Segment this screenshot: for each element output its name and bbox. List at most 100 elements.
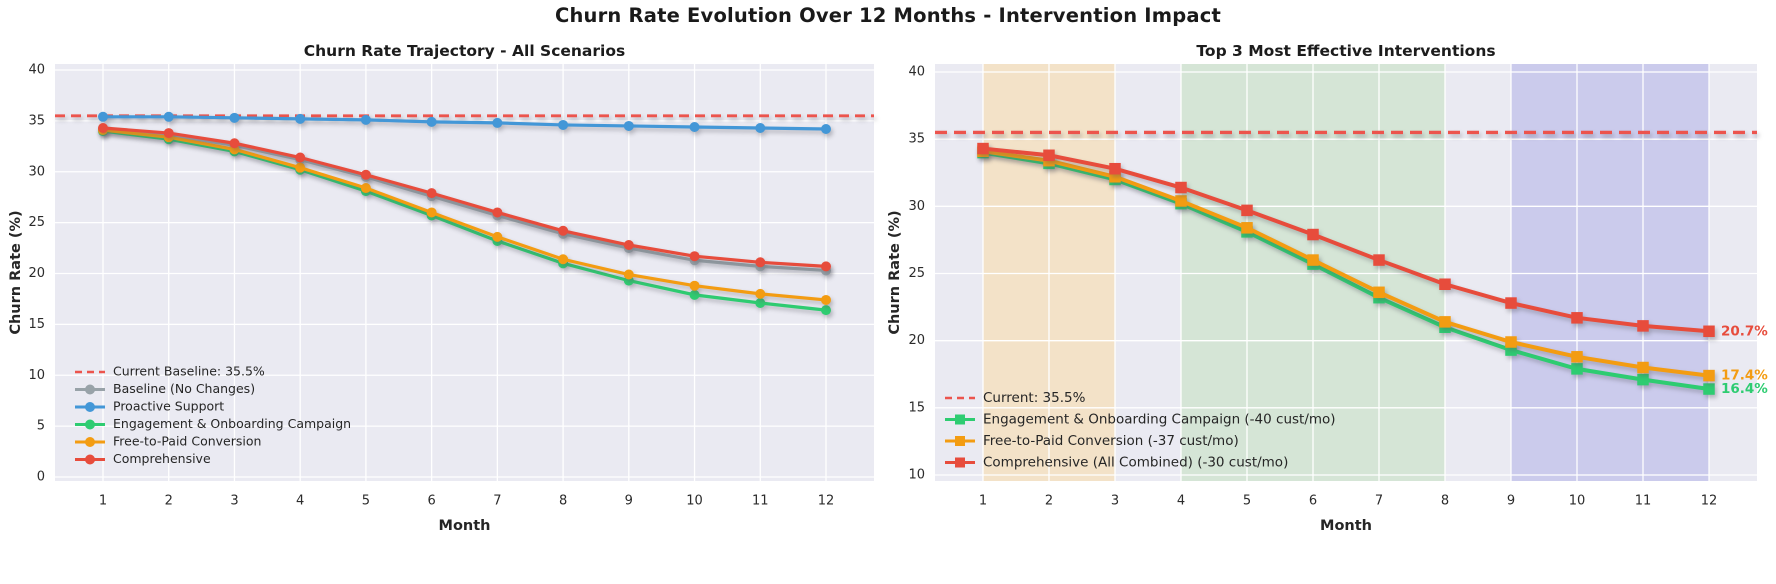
x-tick-label: 9 [1507,494,1515,509]
legend-marker [955,414,965,425]
series-line [101,115,828,131]
data-point [229,138,240,149]
data-point [1307,254,1319,266]
data-point [689,280,700,291]
data-point [755,122,766,133]
legend-label: Current: 35.5% [983,390,1086,406]
data-point [977,142,989,155]
y-tick-label: 5 [37,419,45,434]
y-tick-label: 30 [908,199,925,214]
data-point [1109,162,1121,175]
x-tick-label: 12 [1701,494,1718,509]
data-point [689,121,700,132]
data-point [821,305,831,316]
x-tick-label: 3 [1111,494,1119,509]
data-point [755,298,766,309]
x-tick-label: 1 [979,494,987,509]
legend-item: Comprehensive [75,451,211,466]
legend-marker [955,436,965,446]
x-tick-label: 2 [1045,494,1053,509]
subplot-title: Top 3 Most Effective Interventions [1196,42,1495,60]
data-point [689,251,700,262]
legend-marker [955,457,965,468]
legend-marker [85,419,95,430]
data-point [492,207,503,218]
legend: Current: 35.5% Engagement & Onboarding Ca… [945,390,1336,471]
data-point [1505,344,1517,356]
x-tick-label: 4 [296,494,304,509]
data-point [492,231,503,242]
x-tick-label: 12 [818,494,835,509]
legend-marker [85,454,95,465]
x-tick-label: 8 [1441,494,1449,509]
data-point [1637,373,1649,386]
data-point [558,254,569,265]
x-tick-label: 11 [752,494,769,509]
legend-marker [85,384,95,395]
legend: Current Baseline: 35.5% Baseline (No Chan… [75,364,351,466]
x-axis-label: Month [1320,518,1372,534]
legend-label: Comprehensive [113,451,211,466]
legend-marker [85,402,95,412]
data-point [1703,369,1715,382]
x-tick-label: 2 [165,494,173,509]
data-point [558,225,569,236]
series-line [101,126,828,268]
legend-label: Engagement & Onboarding Campaign (-40 cu… [983,412,1336,428]
series-line [101,127,828,273]
data-point [1571,312,1583,324]
data-point [1241,222,1253,234]
legend-label: Baseline (No Changes) [113,381,255,396]
data-point [689,289,700,300]
y-tick-label: 40 [908,65,925,80]
legend-item: Current: 35.5% [945,390,1086,406]
x-axis-label: Month [439,518,491,534]
end-label: 20.7% [1721,323,1768,339]
series-line [101,128,828,302]
data-point [1307,228,1319,241]
y-axis-label: Churn Rate (%) [8,210,24,334]
x-tick-label: 8 [559,494,567,509]
end-label: 17.4% [1721,368,1768,384]
data-point [98,111,108,122]
x-tick-label: 5 [1243,494,1251,509]
right-chart: 16.4%17.4%20.7%1 2 3 4 5 6 7 8 9 10 11 121015202530… [888,42,1768,534]
data-point [426,207,437,218]
y-tick-label: 15 [908,400,925,415]
series-line [981,150,1711,392]
legend-item: Engagement & Onboarding Campaign (-40 cu… [945,412,1336,428]
data-point [1637,361,1649,374]
data-point [821,294,831,305]
series-free-to-paid-conversion [98,125,831,305]
y-tick-label: 20 [28,266,45,281]
data-point [623,240,634,251]
data-point [98,122,108,133]
data-point [1571,351,1583,363]
series-line [101,129,828,312]
data-point [821,261,831,272]
legend-label: Free-to-Paid Conversion (-37 cust/mo) [983,433,1239,449]
figure-title: Churn Rate Evolution Over 12 Months - In… [554,4,1222,27]
plot-area [55,64,874,481]
x-tick-label: 11 [1635,494,1652,509]
data-point [492,117,503,128]
data-point [295,113,306,124]
data-point [426,116,437,127]
legend-label: Engagement & Onboarding Campaign [113,416,351,431]
legend-item: Free-to-Paid Conversion [75,434,261,449]
end-label: 16.4% [1721,381,1768,397]
series-comprehensive-all-combined-30-cust-mo [977,142,1715,338]
y-tick-label: 0 [37,470,45,485]
x-tick-label: 6 [1309,494,1317,509]
data-point [295,162,306,173]
data-point [360,169,371,180]
data-point [1703,325,1715,338]
data-point [1505,297,1517,309]
x-tick-label: 7 [493,494,501,509]
data-point [1571,363,1583,375]
data-point [558,119,569,130]
legend-label: Current Baseline: 35.5% [113,364,265,379]
legend-item: Engagement & Onboarding Campaign [75,416,351,431]
left-chart: 1 2 3 4 5 6 7 8 9 10 11 120510152025303540MonthChur… [8,42,874,534]
y-tick-label: 15 [28,317,45,332]
